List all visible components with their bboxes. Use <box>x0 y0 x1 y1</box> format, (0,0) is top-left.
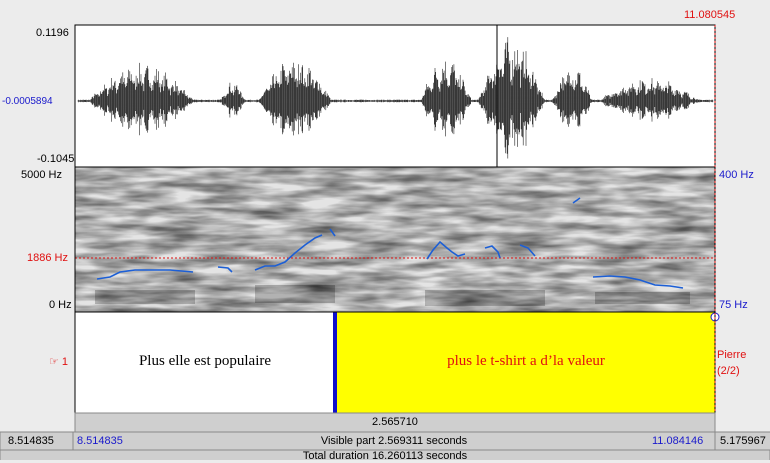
tier-marker[interactable]: ☞ 1 <box>49 356 68 369</box>
cursor-time: 11.080545 <box>684 9 735 22</box>
selection-duration: 2.565710 <box>75 416 715 429</box>
amplitude-max: 0.1196 <box>36 27 69 40</box>
pitch-bottom: 75 Hz <box>719 299 748 312</box>
praat-editor: 0.1196 -0.0005894 -0.1045 11.080545 5000… <box>0 0 770 460</box>
interval-text[interactable]: plus le t-shirt a d’la valeur <box>337 355 715 368</box>
right-time: 5.175967 <box>720 435 766 448</box>
amplitude-mid: -0.0005894 <box>2 95 53 108</box>
tier-name: Pierre <box>717 349 746 362</box>
total-duration: Total duration 16.260113 seconds <box>0 450 770 463</box>
editor-canvas <box>0 0 770 460</box>
visible-duration: Visible part 2.569311 seconds <box>73 435 715 448</box>
freq-top: 5000 Hz <box>21 169 62 182</box>
freq-cursor: 1886 Hz <box>27 252 68 265</box>
pitch-top: 400 Hz <box>719 169 754 182</box>
interval-text[interactable]: Plus elle est populaire <box>75 355 335 368</box>
end-time: 11.084146 <box>652 435 703 448</box>
tier-count: (2/2) <box>717 365 740 378</box>
freq-bottom: 0 Hz <box>49 299 72 312</box>
left-time: 8.514835 <box>8 435 54 448</box>
amplitude-min: -0.1045 <box>37 153 74 166</box>
